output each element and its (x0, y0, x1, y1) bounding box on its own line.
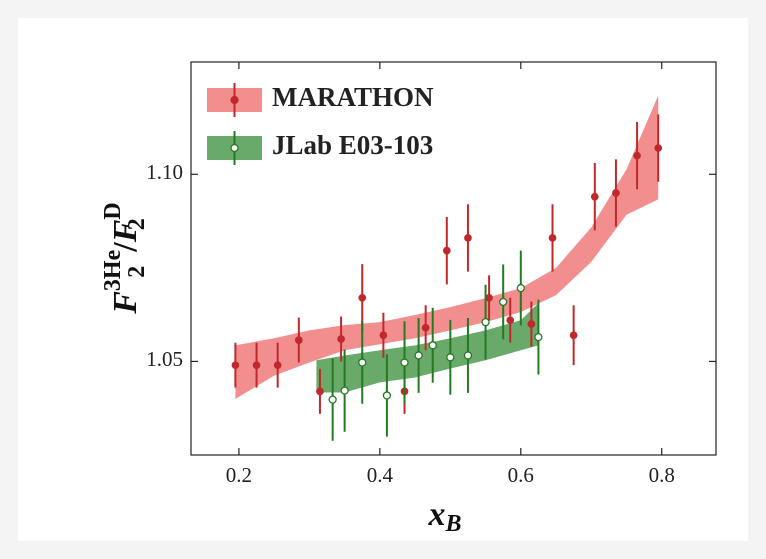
x-tick-label: 0.2 (226, 463, 252, 487)
y-tick-label: 1.05 (146, 347, 183, 371)
uncertainty-band (316, 303, 539, 393)
data-point (654, 144, 663, 152)
data-point (414, 351, 423, 360)
y-label-den-sub: 2 (124, 218, 150, 230)
x-label-base: x (427, 496, 445, 533)
legend-marker (230, 143, 239, 153)
y-axis-label: F3He2/FD2 (100, 202, 150, 315)
data-point (612, 189, 620, 197)
data-point (464, 234, 472, 242)
data-point (442, 246, 451, 255)
x-tick-label: 0.8 (649, 463, 675, 487)
x-axis-label: xB (427, 496, 461, 537)
legend-label: MARATHON (272, 82, 434, 112)
data-point (328, 395, 337, 404)
data-point (516, 283, 525, 293)
data-point (481, 317, 490, 327)
data-point (499, 297, 508, 307)
data-point (382, 391, 392, 400)
data-point (485, 293, 493, 302)
y-label-den-base: F (107, 219, 144, 243)
data-point (316, 387, 324, 396)
data-point (231, 361, 240, 370)
y-tick-label: 1.10 (146, 160, 183, 184)
data-point (569, 331, 578, 340)
data-point (358, 358, 367, 367)
data-point (428, 341, 437, 350)
y-label-separator: / (107, 242, 144, 253)
plot-frame (190, 61, 717, 456)
y-label-num-sup: 3He (100, 249, 126, 291)
data-point (590, 192, 599, 201)
legend-label: JLab E03-103 (272, 130, 433, 160)
data-point (446, 353, 455, 362)
figure-background (18, 18, 748, 541)
data-point (358, 293, 367, 302)
legend-marker (230, 95, 239, 105)
x-tick-label: 0.6 (508, 463, 534, 487)
data-point (534, 332, 543, 342)
x-tick-label: 0.4 (367, 463, 394, 487)
data-point (400, 358, 409, 367)
data-point (252, 361, 261, 370)
data-point (463, 351, 473, 360)
data-point (506, 316, 515, 325)
x-label-sub: B (444, 511, 461, 537)
y-label-den-sup: D (100, 202, 126, 219)
data-point (340, 386, 349, 395)
data-point (379, 331, 388, 340)
data-point (548, 234, 557, 242)
data-point (527, 320, 536, 328)
data-point (633, 151, 641, 160)
data-point (273, 361, 282, 370)
data-point (421, 323, 430, 332)
y-label-num-base: F (107, 291, 144, 315)
data-point (294, 336, 303, 344)
data-point (337, 335, 345, 343)
y-label-num-sub: 2 (124, 266, 150, 278)
